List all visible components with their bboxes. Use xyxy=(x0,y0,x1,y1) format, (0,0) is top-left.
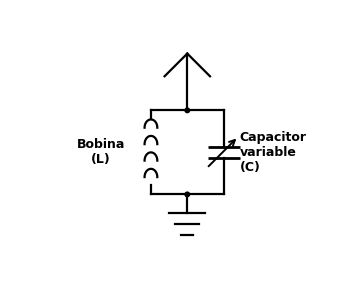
Text: Capacitor
variable
(C): Capacitor variable (C) xyxy=(240,131,306,174)
Circle shape xyxy=(185,192,190,197)
Text: Bobina
(L): Bobina (L) xyxy=(77,138,125,166)
Circle shape xyxy=(185,108,190,113)
